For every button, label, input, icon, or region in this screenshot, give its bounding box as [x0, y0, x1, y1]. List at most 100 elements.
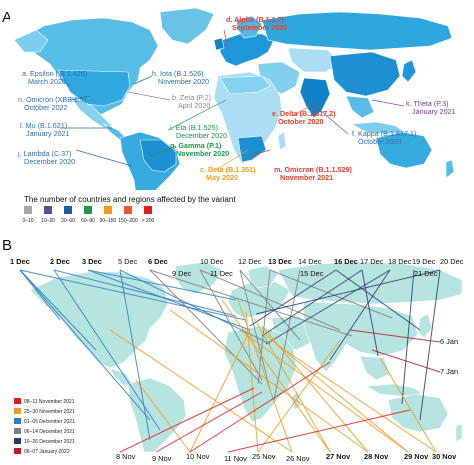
- b-asia: [303, 301, 419, 373]
- transmission-line-0: [19, 269, 151, 421]
- legend-swatch-6: [144, 206, 152, 214]
- scandinavia: [235, 15, 263, 39]
- top-date-10: 17 Dec: [360, 257, 384, 266]
- bottom-date-3: 11 Nov: [224, 454, 247, 463]
- transmission-line-18: [149, 269, 353, 337]
- panel-a-letter: A: [2, 9, 12, 26]
- transmission-line-13: [257, 269, 271, 385]
- transmission-line-7: [119, 269, 151, 441]
- bottom-date-6: 27 Nov: [326, 452, 351, 461]
- top-date-extra-0: 9 Dec: [172, 269, 192, 278]
- legend-range-1: 10–20: [41, 218, 55, 224]
- transmission-line-8: [19, 269, 61, 321]
- legend-swatch-4: [104, 206, 112, 214]
- b-legend-swatch-2: [14, 418, 21, 424]
- transmission-line-12: [239, 269, 271, 391]
- variant-name: c. Beta (B.1.351): [200, 165, 256, 174]
- variant-date: December 2020: [176, 131, 227, 140]
- b-legend-swatch-5: [14, 448, 21, 454]
- bottom-date-9: 30 Nov: [432, 452, 457, 461]
- panel-a-world-map: [10, 8, 466, 190]
- b-new-zealand: [455, 423, 463, 443]
- b-legend-swatch-0: [14, 398, 21, 404]
- variant-date: December 2020: [24, 157, 75, 166]
- variant-date: October 2020: [358, 137, 402, 146]
- variant-date: November 2021: [280, 173, 333, 182]
- legend-range-2: 30–60: [61, 218, 75, 224]
- transmission-line-20: [261, 269, 363, 337]
- japan: [401, 59, 417, 83]
- transmission-line-21: [265, 269, 391, 345]
- greenland: [159, 8, 215, 45]
- variant-date: November 2020: [176, 149, 229, 158]
- variant-label-12: c. Beta (B.1.351)May 2020: [200, 165, 256, 182]
- china: [329, 51, 401, 97]
- panel-a-legend: 0–10 10–20 30–60 60–90 90–150 150–200 > 200: [22, 206, 155, 224]
- indonesia: [351, 121, 405, 135]
- variant-name: k. Theta (P.3): [406, 99, 448, 108]
- variant-label-10: j. Lambda (C.37)December 2020: [17, 149, 75, 166]
- top-date-1: 2 Dec: [50, 257, 70, 266]
- bottom-date-2: 10 Nov: [186, 452, 210, 461]
- transmission-line-41: [135, 379, 191, 453]
- variant-name: f. Kappa (B.1.617.1): [352, 129, 416, 138]
- panel-b-legend: 08–11 November 2021 25–30 November 2021 01…: [12, 394, 92, 458]
- russia: [261, 11, 453, 51]
- top-date-12: 19 Dec: [412, 257, 436, 266]
- variant-name: j. Lambda (C.37): [17, 149, 72, 158]
- southern-africa: [237, 135, 267, 163]
- b-russia: [277, 262, 463, 305]
- variant-name: a. Epsilon ( B.1.429): [22, 69, 87, 78]
- transmission-line-44: [189, 361, 331, 453]
- legend-swatch-0: [24, 206, 32, 214]
- top-date-8: 14 Dec: [298, 257, 322, 266]
- variant-date: January 2021: [412, 107, 456, 116]
- transmission-line-1: [19, 269, 97, 351]
- b-legend-label-5: 06–07 January 2022: [24, 449, 70, 455]
- variant-label-0: d. Alpha (B.1.1.7)September 2020: [226, 15, 287, 32]
- transmission-line-38: [379, 357, 437, 453]
- alaska: [13, 29, 49, 53]
- variant-label-8: i. Eta (B.1.525)December 2020: [170, 123, 227, 140]
- panel-a-callout-lines: [59, 29, 405, 171]
- variant-name: h. Iota (B.1.526): [152, 69, 204, 78]
- side-date-0: 6 Jan: [440, 337, 458, 346]
- panel-a-legend-title: The number of countries and regions affe…: [24, 195, 236, 204]
- bottom-date-4: 25 Nov: [252, 452, 276, 461]
- transmission-line-27: [329, 269, 391, 361]
- bottom-date-5: 26 Nov: [286, 454, 310, 463]
- legend-range-3: 60–90: [81, 218, 95, 224]
- transmission-line-16: [199, 269, 341, 331]
- variant-label-7: l. Mu (B.1.621)January 2021: [20, 121, 70, 138]
- transmission-line-42: [119, 387, 255, 453]
- transmission-line-19: [249, 269, 337, 327]
- panel-b-date-labels: 1 Dec 2 Dec 3 Dec 5 Dec 6 Dec 10 Dec 12 Dec 13 …: [10, 257, 464, 463]
- variant-name: l. Mu (B.1.621): [20, 121, 67, 130]
- top-date-6: 12 Dec: [238, 257, 262, 266]
- variant-name: i. Eta (B.1.525): [170, 123, 218, 132]
- transmission-line-3: [53, 269, 237, 317]
- central-asia: [287, 47, 341, 73]
- variant-date: May 2020: [206, 173, 238, 182]
- new-zealand: [445, 159, 455, 179]
- b-japan: [417, 313, 433, 339]
- b-legend-label-2: 01–05 December 2021: [24, 419, 75, 425]
- transmission-line-29: [237, 299, 293, 453]
- b-australia: [387, 393, 449, 433]
- transmission-line-22: [401, 269, 415, 405]
- madagascar: [277, 131, 287, 151]
- bottom-date-8: 29 Nov: [404, 452, 429, 461]
- variant-date: October 2022: [24, 103, 68, 112]
- variant-date: October 2020: [278, 117, 324, 126]
- transmission-line-23: [419, 269, 441, 421]
- uk: [213, 37, 225, 51]
- transmission-line-32: [261, 331, 409, 453]
- variant-date: April 2020: [178, 101, 210, 110]
- panel-b-letter: B: [2, 237, 12, 254]
- transmission-line-39: [109, 329, 293, 453]
- transmission-line-46: [349, 329, 441, 343]
- north-africa: [219, 75, 271, 95]
- transmission-line-24: [255, 269, 441, 315]
- legend-swatch-5: [124, 206, 132, 214]
- b-legend-swatch-3: [14, 428, 21, 434]
